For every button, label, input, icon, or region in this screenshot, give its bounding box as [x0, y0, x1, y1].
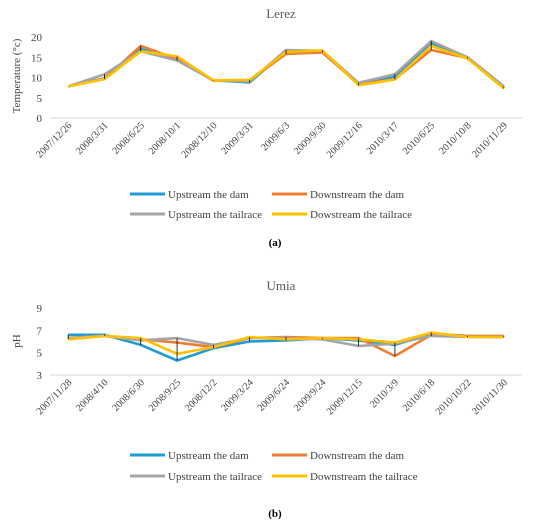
- chart-b-axes: 3 5 7 9: [37, 303, 522, 382]
- x-tick-label: 2009/12/15: [325, 377, 365, 417]
- y-tick-label: 0: [37, 113, 43, 125]
- legend-label-2: Downstream the dam: [310, 189, 405, 201]
- chart-b-title: Umia: [267, 278, 296, 293]
- y-tick-label: 15: [31, 52, 43, 64]
- chart-a-y-axis-label: Temperature (°c): [11, 38, 23, 113]
- legend-label-3: Upstream the tailrace: [168, 209, 262, 221]
- legend-label-1: Upstream the dam: [168, 189, 249, 201]
- chart-b-x-tick-labels: 2007/11/28 2008/4/10 2008/6/30 2008/9/25 200…: [35, 377, 510, 417]
- chart-b-panel-label: (b): [268, 508, 282, 520]
- x-tick-label: 2008/12/10: [180, 120, 220, 160]
- x-tick-label: 2010/6/25: [401, 120, 437, 156]
- x-tick-label: 2010/6/18: [401, 377, 437, 413]
- x-tick-label: 2007/11/28: [35, 377, 75, 417]
- chart-b-y-axis-label: pH: [11, 334, 23, 348]
- chart-a-legend: Upstream the dam Downstream the dam Upstre…: [130, 189, 412, 221]
- x-tick-label: 2009/12/16: [325, 120, 365, 160]
- y-tick-label: 9: [37, 303, 43, 315]
- x-tick-label: 2009/6/3: [259, 120, 292, 153]
- x-tick-label: 2008/9/25: [147, 377, 183, 413]
- legend-label-4: Downstream the tailrace: [310, 471, 418, 483]
- x-tick-label: 2009/9/24: [292, 377, 328, 413]
- y-tick-label: 3: [37, 370, 43, 382]
- x-tick-label: 2008/10/1: [147, 120, 183, 156]
- x-tick-label: 2008/6/25: [110, 120, 146, 156]
- x-tick-label: 2010/11/29: [470, 120, 510, 160]
- x-tick-label: 2007/12/26: [34, 120, 74, 160]
- x-tick-label: 2008/3/31: [74, 120, 110, 156]
- x-tick-label: 2009/3/24: [219, 377, 255, 413]
- chart-a-axes: 0 5 10 15 20: [31, 32, 522, 125]
- x-tick-label: 2010/11/30: [470, 377, 510, 417]
- x-tick-label: 2010/3/17: [365, 120, 401, 156]
- x-tick-label: 2010/10/22: [434, 377, 474, 417]
- x-tick-label: 2010/3/9: [368, 377, 401, 410]
- chart-a-series-lines: [67, 39, 505, 90]
- x-tick-label: 2009/3/31: [219, 120, 255, 156]
- x-tick-label: 2008/4/10: [74, 377, 110, 413]
- legend-label-1: Upstream the dam: [168, 450, 249, 462]
- y-tick-label: 20: [31, 32, 43, 44]
- chart-b-legend: Upstream the dam Downstream the dam Upstre…: [130, 450, 418, 483]
- legend-label-2: Downstream the dam: [310, 450, 405, 462]
- x-tick-label: 2008/6/30: [110, 377, 146, 413]
- y-tick-label: 7: [37, 325, 43, 337]
- chart-a-panel-label: (a): [269, 237, 282, 249]
- x-tick-label: 2008/12/2: [183, 377, 219, 413]
- chart-a-x-tick-labels: 2007/12/26 2008/3/31 2008/6/25 2008/10/1200…: [34, 120, 510, 160]
- legend-label-3: Upstream the tailrace: [168, 471, 262, 483]
- chart-b-series-lines: [67, 331, 505, 362]
- chart-a-title: Lerez: [266, 6, 296, 21]
- chart-panel-b: Umia pH 3 5 7 9 2007/11/28 2008/4/10 2008/6/3…: [11, 278, 522, 520]
- y-tick-label: 10: [31, 73, 43, 85]
- y-tick-label: 5: [37, 93, 43, 105]
- x-tick-label: 2010/10/8: [437, 120, 473, 156]
- y-tick-label: 5: [37, 348, 43, 360]
- legend-label-4: Dowstream the tailrace: [310, 209, 412, 221]
- x-tick-label: 2009/9/30: [292, 120, 328, 156]
- chart-panel-a: Lerez Temperature (°c) 0 5 10 15 20 2007/12/…: [11, 6, 522, 249]
- x-tick-label: 2009/6/24: [256, 377, 292, 413]
